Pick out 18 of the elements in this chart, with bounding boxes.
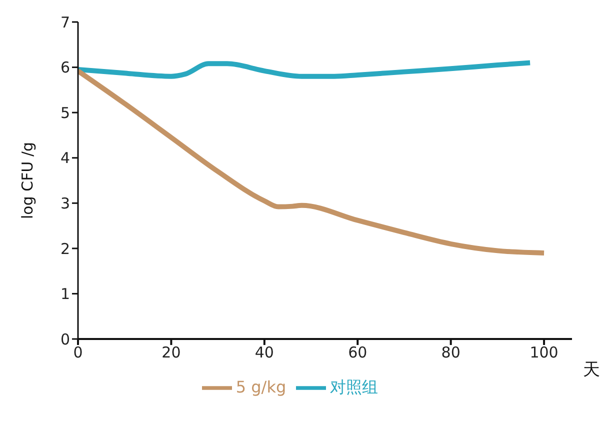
x-tick-label: 20	[162, 344, 181, 362]
y-tick-label: 4	[60, 149, 70, 168]
y-tick-label: 3	[60, 194, 70, 212]
x-tick-label: 60	[348, 344, 368, 362]
x-tick-label: 80	[441, 344, 460, 362]
y-tick-label: 6	[60, 58, 70, 77]
legend-label: 5 g/kg	[236, 377, 286, 396]
y-tick-label: 2	[60, 240, 70, 258]
y-tick-label: 1	[60, 285, 70, 304]
y-tick-label: 0	[60, 330, 70, 348]
y-axis-title: log CFU /g	[18, 142, 36, 220]
x-tick-label: 40	[254, 344, 274, 362]
x-tick-label: 100	[530, 344, 558, 362]
y-tick-label: 7	[60, 13, 70, 32]
y-tick-label: 5	[60, 104, 70, 122]
x-axis-title: 天	[583, 360, 600, 380]
x-tick-label: 0	[73, 344, 83, 362]
legend-label: 对照组	[330, 377, 378, 396]
